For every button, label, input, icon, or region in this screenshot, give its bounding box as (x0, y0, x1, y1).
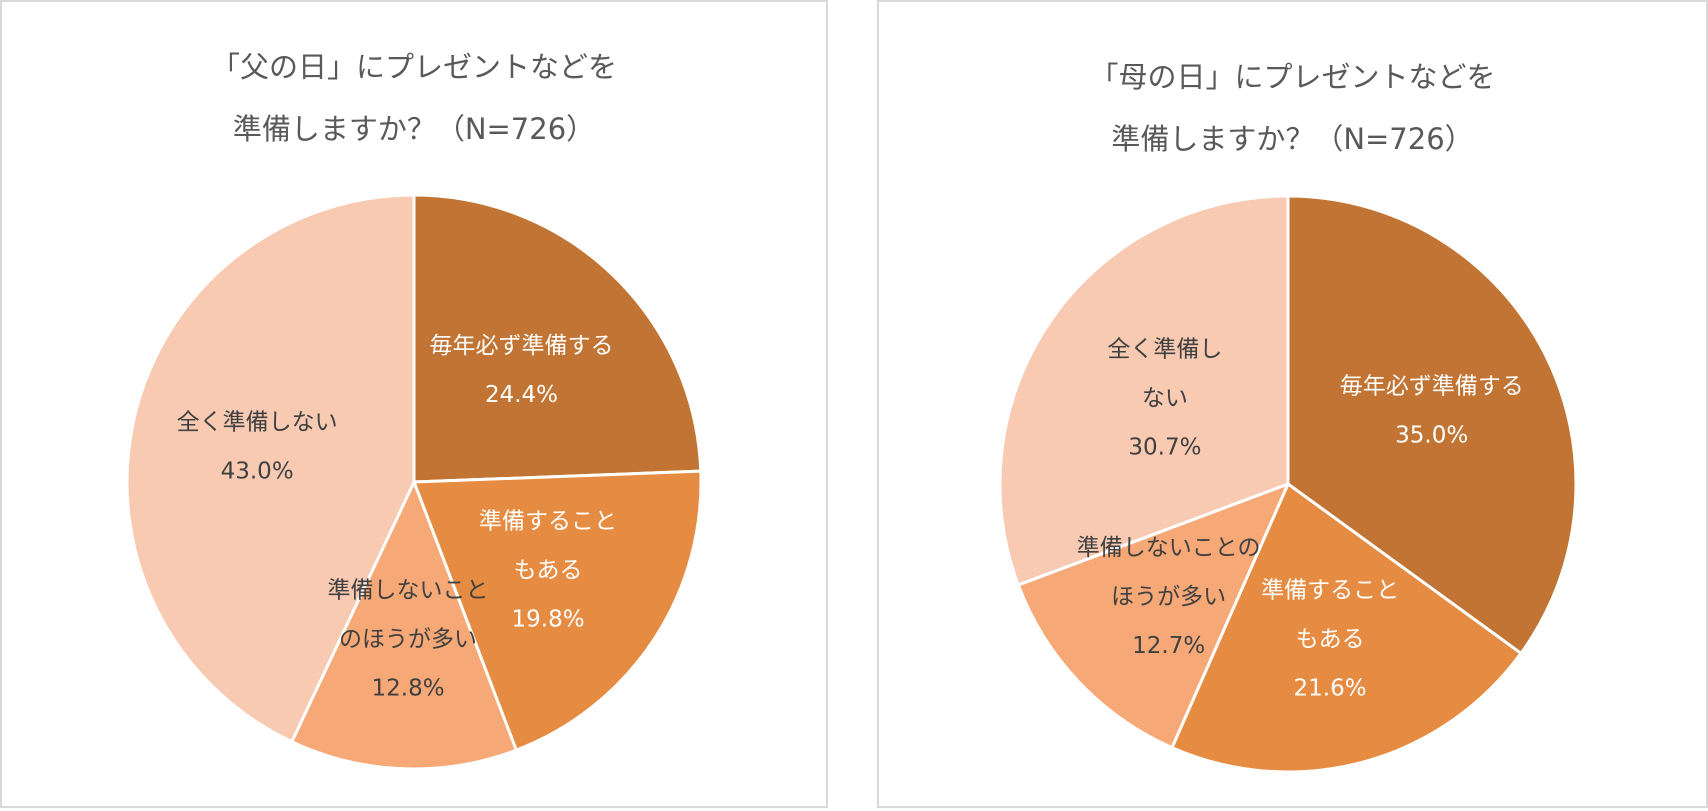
chart-title: 「母の日」にプレゼントなどを 準備しますか？（N=726） (879, 46, 1706, 170)
chart-title-line: 「父の日」にプレゼントなどを (210, 50, 617, 84)
mother-day-chart-panel: 「母の日」にプレゼントなどを 準備しますか？（N=726） 毎年必ず準備する 35… (877, 0, 1708, 808)
slice-value-label: 19.8% (512, 607, 585, 633)
slice-label: 準備すること (479, 509, 617, 535)
slice-value-label: 12.7% (1132, 633, 1205, 659)
slice-label: 準備すること (1261, 578, 1399, 604)
slice-value-label: 21.6% (1294, 676, 1367, 702)
slice-value-label: 30.7% (1128, 435, 1201, 461)
slice-value-label: 43.0% (221, 458, 294, 484)
chart-title-line: 準備しますか？（N=726） (1111, 122, 1474, 156)
slice-label: 毎年必ず準備する (430, 333, 614, 359)
chart-title-line: 準備しますか？（N=726） (232, 112, 596, 146)
pie-slice (1170, 482, 1523, 774)
father-day-chart-panel: 「父の日」にプレゼントなどを 準備しますか？（N=726） 毎年必ず準備する 24… (0, 0, 828, 808)
pie-slice (125, 193, 416, 744)
slice-label: ほうが多い (1111, 584, 1226, 610)
pie-slice (998, 194, 1290, 587)
slice-value-label: 35.0% (1395, 422, 1468, 448)
slice-label: もある (514, 558, 583, 584)
slice-label: ない (1142, 386, 1188, 412)
slice-label: 全く準備しない (177, 409, 338, 435)
pie-slice (290, 480, 518, 771)
slice-label: もある (1296, 627, 1365, 653)
slice-label: 準備しないこと (328, 578, 489, 604)
chart-title-line: 「母の日」にプレゼントなどを (1089, 60, 1496, 94)
slice-value-label: 24.4% (485, 382, 558, 408)
chart-title: 「父の日」にプレゼントなどを 準備しますか？（N=726） (2, 36, 826, 160)
slice-label: 全く準備し (1107, 337, 1222, 363)
slice-value-label: 12.8% (372, 676, 445, 702)
pie-slice (412, 193, 703, 484)
slice-label: のほうが多い (339, 627, 477, 653)
pie-slice (1286, 194, 1578, 655)
pie-slice (1016, 482, 1290, 750)
slice-label: 準備しないことの (1077, 535, 1261, 561)
slice-label: 毎年必ず準備する (1340, 373, 1524, 399)
pie-slice (412, 469, 703, 752)
